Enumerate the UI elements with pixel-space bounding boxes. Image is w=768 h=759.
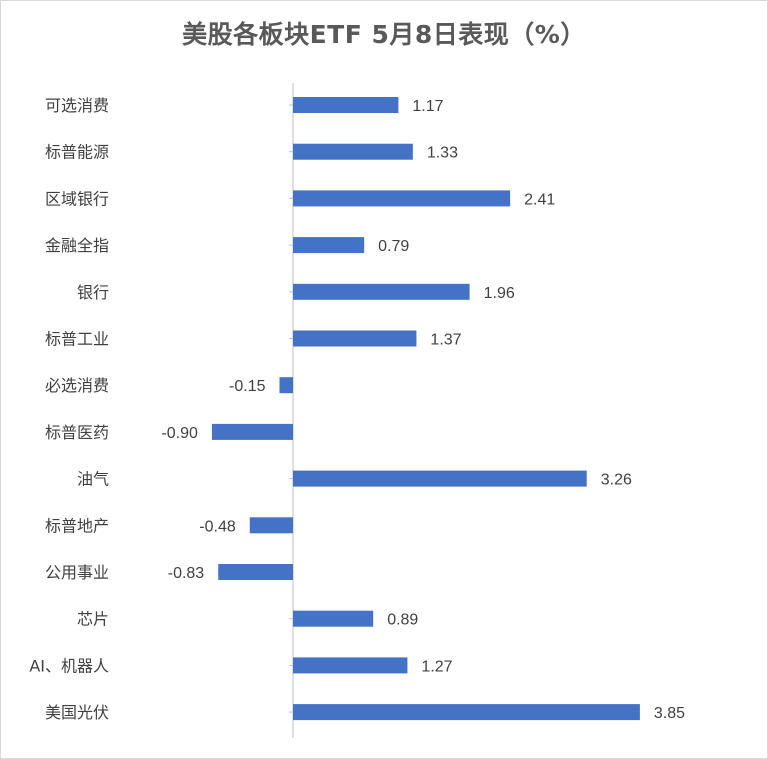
- category-label: 公用事业: [45, 563, 109, 582]
- bar: [249, 517, 293, 534]
- bar: [293, 283, 470, 300]
- category-label: 区域银行: [45, 189, 109, 208]
- bar: [293, 143, 413, 160]
- category-label: 芯片: [77, 610, 109, 629]
- category-label: 标普地产: [45, 516, 109, 535]
- category-label: 银行: [77, 283, 109, 302]
- data-label: -0.83: [168, 565, 205, 582]
- data-label: 1.33: [427, 145, 458, 162]
- bar: [293, 657, 408, 674]
- data-label: -0.48: [199, 518, 236, 535]
- bar: [293, 610, 374, 627]
- data-label: 1.37: [430, 332, 461, 349]
- bar: [293, 704, 640, 721]
- category-label: 金融全指: [45, 236, 109, 255]
- data-label: 0.89: [387, 612, 418, 629]
- data-label: 3.85: [654, 705, 685, 722]
- bar: [218, 564, 293, 580]
- data-label: 0.79: [378, 238, 409, 255]
- bar: [293, 237, 365, 254]
- category-label: 标普医药: [45, 423, 109, 442]
- data-label: -0.90: [161, 425, 198, 442]
- bar: [293, 190, 511, 207]
- bar: [211, 423, 293, 440]
- category-label: AI、机器人: [29, 656, 109, 675]
- bar: [293, 97, 399, 113]
- category-label: 油气: [77, 470, 109, 489]
- data-label: -0.15: [229, 378, 266, 395]
- data-label: 1.17: [412, 98, 443, 115]
- category-label: 标普工业: [45, 330, 109, 349]
- bar: [279, 377, 293, 394]
- data-label: 3.26: [601, 472, 632, 489]
- category-label: 美国光伏: [45, 703, 109, 722]
- category-label: 可选消费: [45, 96, 109, 115]
- chart-title: 美股各板块ETF 5月8日表现（%）: [182, 20, 586, 49]
- bar: [293, 330, 417, 347]
- category-label: 标普能源: [45, 143, 109, 162]
- data-label: 1.27: [421, 658, 452, 675]
- category-label: 必选消费: [45, 376, 109, 395]
- bar: [293, 470, 587, 487]
- data-label: 2.41: [524, 191, 555, 208]
- data-label: 1.96: [484, 285, 515, 302]
